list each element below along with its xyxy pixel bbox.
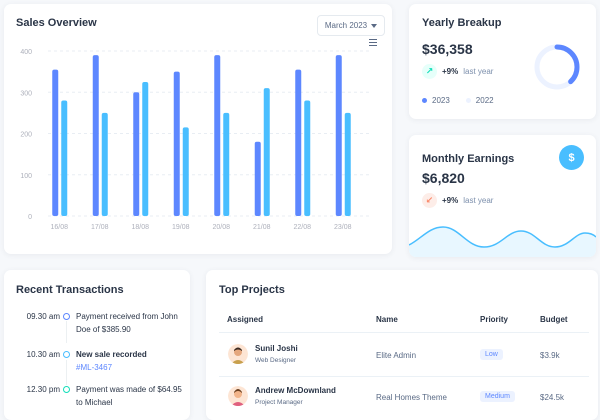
timeline-dot — [63, 351, 70, 358]
bar — [263, 88, 270, 216]
monthly-earnings-card: Monthly Earnings $ $6,820 ↙ +9% last yea… — [409, 135, 596, 257]
timeline-text-bold: New sale recorded — [76, 350, 147, 359]
monthly-earnings-sparkline — [409, 226, 596, 257]
bar — [92, 55, 99, 216]
monthly-amount: $6,820 — [422, 170, 465, 186]
column-header-name: Name — [376, 315, 398, 324]
monthly-change: +9% — [442, 196, 459, 205]
bar — [335, 55, 342, 216]
priority-badge: Low — [480, 349, 503, 360]
sales-bar-chart: 0 100 200 300 400 16/08 17/08 18/08 19/08 20/08 21… — [20, 49, 372, 231]
y-tick-label: 400 — [20, 49, 32, 56]
avatar — [228, 386, 248, 406]
assignee-role: Project Manager — [255, 399, 303, 406]
yearly-trend: ↗ +9% last year — [422, 64, 493, 79]
y-tick-label: 200 — [20, 132, 32, 139]
project-name: Elite Admin — [376, 351, 417, 360]
sales-overview-title: Sales Overview — [16, 17, 97, 29]
x-tick-label: 18/08 — [131, 224, 149, 231]
bar — [173, 71, 180, 216]
x-tick-label: 20/08 — [212, 224, 230, 231]
bar — [254, 141, 261, 216]
column-header-budget: Budget — [540, 315, 568, 324]
avatar — [228, 344, 248, 364]
order-link[interactable]: #ML-3467 — [76, 363, 113, 372]
top-projects-title: Top Projects — [219, 284, 285, 296]
bar — [182, 127, 189, 216]
yearly-breakup-card: Yearly Breakup $36,358 ↗ +9% last year 2… — [409, 4, 596, 119]
bar — [52, 69, 59, 216]
yearly-legend: 2023 2022 — [422, 96, 494, 105]
monthly-trend: ↙ +9% last year — [422, 193, 493, 208]
timeline-text: New sale recorded #ML-3467 — [76, 348, 184, 374]
column-header-priority: Priority — [480, 315, 509, 324]
yearly-change-label: last year — [463, 67, 494, 76]
donut-arc-2023 — [534, 44, 580, 90]
x-tick-label: 17/08 — [91, 224, 109, 231]
yearly-change: +9% — [442, 67, 459, 76]
assignee-name: Andrew McDownland — [255, 386, 336, 395]
timeline-text: Payment was made of $64.95 to Michael — [76, 385, 182, 407]
bar — [304, 100, 311, 216]
sales-overview-card: Sales Overview March 2023 0 100 200 300 400 1… — [4, 4, 392, 254]
period-select-value: March 2023 — [324, 21, 368, 30]
y-tick-label: 100 — [20, 173, 32, 180]
x-tick-label: 16/08 — [50, 224, 68, 231]
x-tick-label: 23/08 — [334, 224, 352, 231]
timeline-dot — [63, 386, 70, 393]
bar — [61, 100, 68, 216]
bar — [133, 92, 140, 216]
recent-transactions-card: Recent Transactions 09.30 am Payment rec… — [4, 270, 190, 420]
arrow-down-left-icon: ↙ — [422, 193, 437, 208]
x-tick-label: 21/08 — [253, 224, 271, 231]
menu-icon[interactable] — [369, 39, 377, 46]
monthly-earnings-title: Monthly Earnings — [422, 153, 515, 165]
x-tick-label: 22/08 — [293, 224, 311, 231]
period-select[interactable]: March 2023 — [317, 15, 385, 36]
timeline-dot — [63, 313, 70, 320]
bar — [223, 112, 230, 216]
budget-value: $24.5k — [540, 393, 565, 402]
top-projects-card: Top Projects Assigned Name Priority Budg… — [206, 270, 598, 420]
x-tick-label: 19/08 — [172, 224, 190, 231]
timeline-time: 10.30 am — [26, 350, 60, 359]
budget-value: $3.9k — [540, 351, 560, 360]
yearly-amount: $36,358 — [422, 41, 473, 57]
timeline-time: 12.30 pm — [26, 385, 60, 394]
assignee-name: Sunil Joshi — [255, 344, 298, 353]
bar — [214, 55, 221, 216]
timeline-time: 09.30 am — [26, 312, 60, 321]
y-tick-label: 0 — [28, 214, 32, 221]
recent-transactions-title: Recent Transactions — [16, 284, 124, 296]
bar — [344, 112, 351, 216]
arrow-up-right-icon: ↗ — [422, 64, 437, 79]
chevron-down-icon — [371, 23, 378, 28]
assignee-role: Web Designer — [255, 357, 297, 364]
y-tick-label: 300 — [20, 90, 32, 97]
priority-badge: Medium — [480, 391, 515, 402]
bar — [295, 69, 302, 216]
timeline-text: Payment received from John Doe of $385.9… — [76, 312, 178, 334]
yearly-breakup-title: Yearly Breakup — [422, 17, 502, 29]
legend-item-2023: 2023 — [422, 96, 450, 105]
dollar-icon: $ — [559, 145, 584, 170]
project-name: Real Homes Theme — [376, 393, 447, 402]
monthly-change-label: last year — [463, 196, 494, 205]
bar — [142, 81, 149, 216]
legend-item-2022: 2022 — [465, 96, 494, 105]
yearly-donut-chart — [534, 44, 580, 90]
bar — [101, 112, 108, 216]
column-header-assigned: Assigned — [227, 315, 264, 324]
